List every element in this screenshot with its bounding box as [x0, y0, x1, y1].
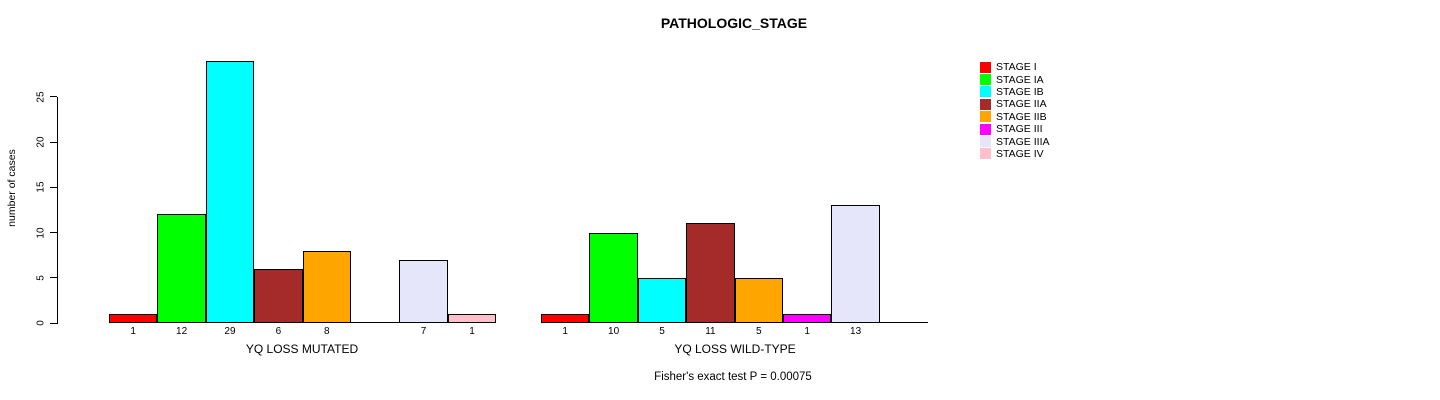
zero-height-bar-stage-iii — [351, 322, 400, 323]
bar-value-label: 1 — [804, 326, 810, 337]
legend: STAGE I STAGE IA STAGE IB STAGE IIA STAGE II… — [980, 61, 1049, 160]
legend-swatch — [980, 74, 991, 86]
bar-value-label: 1 — [130, 326, 136, 337]
legend-item-stage-iv: STAGE IV — [980, 148, 1049, 160]
y-axis-line — [57, 97, 58, 324]
legend-item-stage-iia: STAGE IIA — [980, 98, 1049, 110]
chart-title: PATHOLOGIC_STAGE — [660, 15, 808, 31]
legend-swatch — [980, 136, 991, 148]
bar-stage-i — [541, 313, 590, 323]
y-tick-label: 5 — [35, 274, 47, 281]
bar-value-label: 5 — [659, 326, 665, 337]
bar-stage-iia — [686, 223, 735, 323]
bar-stage-ib — [205, 60, 255, 323]
bar-value-label: 13 — [850, 326, 862, 337]
legend-item-stage-iib: STAGE IIB — [980, 111, 1049, 123]
bar-stage-iiia — [831, 205, 880, 323]
bar-value-label: 11 — [705, 326, 716, 337]
legend-label: STAGE III — [996, 123, 1043, 136]
bar-value-label: 1 — [469, 326, 475, 337]
bar-stage-iiia — [399, 259, 448, 323]
legend-label: STAGE IIB — [996, 110, 1047, 123]
y-tick-label: 25 — [35, 91, 47, 103]
bar-stage-ia — [157, 214, 206, 323]
bar-stage-iib — [734, 277, 783, 323]
legend-label: STAGE I — [996, 61, 1037, 74]
legend-label: STAGE IA — [996, 73, 1044, 86]
legend-item-stage-ib: STAGE IB — [980, 86, 1049, 98]
bar-value-label: 10 — [608, 326, 620, 337]
legend-item-stage-i: STAGE I — [980, 61, 1049, 73]
legend-item-stage-iii: STAGE III — [980, 123, 1049, 135]
bar-value-label: 12 — [176, 326, 188, 337]
y-tick-mark — [50, 322, 57, 324]
y-tick-label: 15 — [35, 181, 47, 193]
y-tick-label: 0 — [35, 320, 47, 326]
legend-swatch — [980, 123, 991, 135]
y-tick-label: 10 — [35, 226, 47, 239]
legend-label: STAGE IV — [996, 147, 1044, 160]
legend-label: STAGE IIIA — [996, 135, 1050, 148]
bar-value-label: 7 — [420, 326, 427, 337]
bar-value-label: 1 — [562, 326, 568, 337]
bar-stage-iii — [783, 313, 832, 323]
bar-stage-iib — [302, 250, 351, 323]
y-tick-label: 20 — [35, 136, 47, 148]
bar-stage-ib — [637, 277, 687, 323]
y-tick-mark — [50, 96, 57, 98]
zero-height-bar-stage-iv — [879, 322, 929, 323]
legend-swatch — [980, 61, 991, 73]
x-axis-label-group-2: YQ LOSS WILD-TYPE — [674, 342, 796, 356]
footnote-fishers-test: Fisher's exact test P = 0.00075 — [654, 371, 812, 383]
bar-value-label: 5 — [756, 326, 762, 337]
legend-swatch — [980, 98, 991, 110]
legend-label: STAGE IB — [996, 85, 1044, 98]
x-axis-label-group-1: YQ LOSS MUTATED — [245, 342, 359, 356]
y-tick-mark — [50, 232, 57, 233]
y-tick-mark — [50, 186, 57, 188]
bar-stage-iia — [254, 268, 303, 323]
bar-stage-iv — [447, 313, 497, 323]
bar-stage-ia — [589, 232, 638, 323]
legend-swatch — [980, 148, 991, 160]
bar-value-label: 8 — [324, 326, 330, 337]
y-tick-mark — [50, 141, 57, 143]
bar-value-label: 6 — [275, 326, 282, 337]
legend-item-stage-ia: STAGE IA — [980, 73, 1049, 86]
legend-label: STAGE IIA — [996, 98, 1047, 111]
legend-swatch — [980, 111, 991, 123]
legend-swatch — [980, 86, 991, 98]
y-axis-label: number of cases — [6, 149, 18, 227]
bar-value-label: 29 — [224, 326, 236, 337]
legend-item-stage-iiia: STAGE IIIA — [980, 135, 1050, 148]
bar-stage-i — [109, 313, 158, 323]
y-tick-mark — [50, 277, 57, 279]
